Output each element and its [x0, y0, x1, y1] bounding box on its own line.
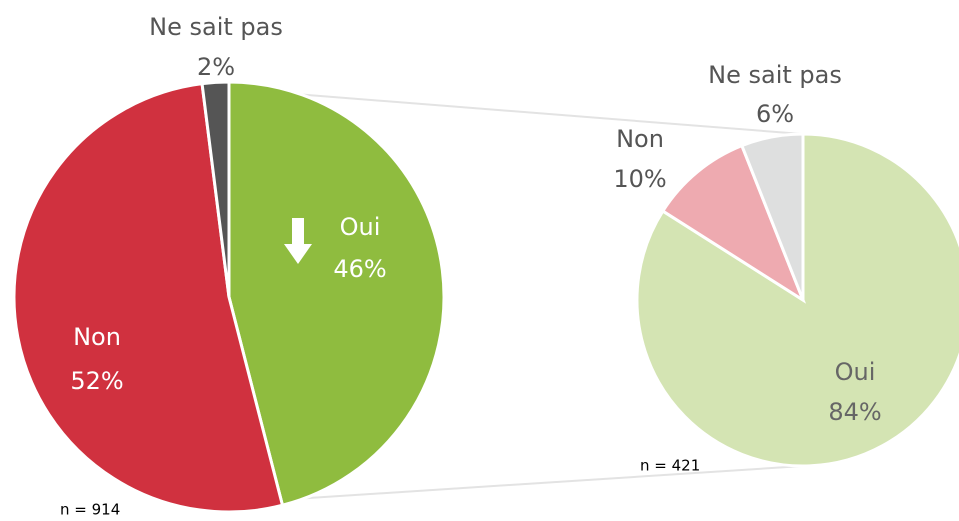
slice-label: Ne sait pas — [149, 13, 283, 41]
pie-slice — [660, 143, 807, 304]
pie-slice — [739, 132, 805, 301]
slice-value-label: 6% — [756, 100, 794, 128]
slice-label: Non — [73, 323, 121, 351]
slice-value-label: 2% — [197, 53, 235, 81]
pie-slice — [200, 80, 231, 298]
sample-size-note: n = 421 — [640, 457, 700, 475]
slice-label: Oui — [835, 358, 876, 386]
slice-label: Non — [616, 125, 664, 153]
down-arrow-icon — [284, 218, 312, 264]
pie-slice — [227, 80, 446, 508]
slice-value-label: 84% — [828, 398, 881, 426]
pie-slice — [635, 132, 959, 468]
slice-value-label: 46% — [333, 255, 386, 283]
connector-line — [277, 465, 804, 501]
slice-label: Oui — [340, 213, 381, 241]
slice-label: Ne sait pas — [708, 61, 842, 89]
slice-value-label: 52% — [70, 367, 123, 395]
slice-value-label: 10% — [613, 165, 666, 193]
sample-size-note: n = 914 — [60, 501, 120, 519]
connector-line — [231, 88, 803, 135]
